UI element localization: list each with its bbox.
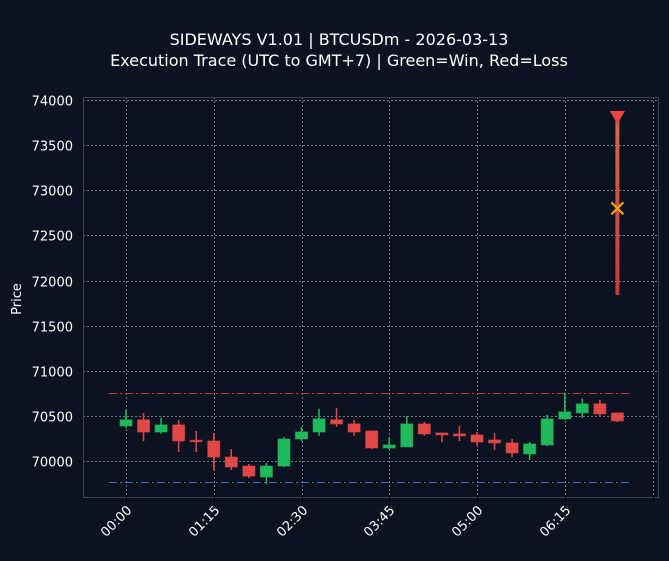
candle-bearish [172, 419, 186, 452]
candle-body [505, 442, 519, 454]
candle-bearish [505, 438, 519, 458]
candle-bearish [224, 448, 238, 471]
candle-body [452, 433, 466, 437]
candle-body [224, 456, 238, 468]
candle-body [610, 412, 624, 422]
plot-frame [83, 97, 659, 498]
y-tick-label: 70500 [32, 411, 73, 426]
chart-subtitle: Execution Trace (UTC to GMT+7) | Green=W… [110, 51, 568, 70]
candle-bearish [365, 430, 379, 449]
candle-body [575, 403, 589, 414]
y-axis-label: Price [10, 283, 25, 315]
candle-body [172, 424, 186, 442]
entry-triangle-down-icon [609, 111, 625, 125]
candle-body [347, 423, 361, 433]
candle-body [435, 432, 449, 436]
candle-bullish [119, 409, 133, 428]
candle-bearish [347, 419, 361, 436]
candle-body [189, 439, 203, 443]
candle-body [295, 431, 308, 440]
range-levels [109, 393, 632, 483]
candle-bearish [189, 430, 203, 452]
candle-body [312, 418, 326, 433]
candle-body [137, 419, 151, 433]
trade-loss [609, 111, 625, 295]
candle-bullish [540, 414, 554, 446]
candle-body [207, 440, 221, 458]
candle-bullish [277, 436, 291, 468]
y-tick-label: 73500 [32, 140, 73, 155]
y-tick-label: 74000 [32, 95, 73, 110]
candle-bearish [610, 412, 624, 422]
candle-bullish [523, 441, 537, 461]
candle-body [365, 430, 379, 449]
candle-bearish [452, 425, 466, 441]
candle-body [259, 465, 273, 478]
candle-body [470, 434, 484, 443]
y-tick-label: 72500 [32, 230, 73, 245]
exit-x-icon [610, 201, 625, 216]
candle-bearish [488, 432, 502, 450]
candle-bullish [400, 415, 414, 448]
candle-body [277, 438, 291, 467]
candle-bearish [470, 431, 484, 446]
candle-body [400, 423, 414, 448]
candle-bullish [259, 462, 273, 485]
y-tick-label: 71000 [32, 366, 73, 381]
candle-bearish [330, 407, 344, 427]
grid-lines [83, 97, 659, 497]
trade-line [615, 113, 620, 295]
trade-markers [609, 111, 625, 295]
candle-bullish [312, 408, 326, 436]
candle-body [382, 444, 396, 449]
y-axis: 70000 70500 71000 71500 72000 72500 73000 73500… [32, 95, 83, 471]
y-tick-label: 71500 [32, 321, 73, 336]
candle-body [558, 411, 572, 420]
candle-body [488, 439, 502, 444]
candle-bearish [435, 432, 449, 442]
candle-bullish [382, 436, 396, 449]
candle-bearish [242, 463, 256, 479]
candle-body [417, 423, 431, 435]
candle-bearish [137, 412, 151, 441]
candle-body [242, 465, 256, 477]
candle-body [119, 419, 133, 427]
y-tick-label: 70000 [32, 456, 73, 471]
candle-bullish [295, 426, 308, 441]
candle-bearish [417, 421, 431, 436]
candle-bullish [154, 417, 168, 434]
candle-body [593, 403, 607, 415]
y-tick-label: 72000 [32, 276, 73, 291]
candle-body [330, 419, 344, 425]
y-tick-label: 73000 [32, 185, 73, 200]
chart-title: SIDEWAYS V1.01 | BTCUSDm - 2026-03-13 [170, 30, 509, 49]
candle-bearish [207, 432, 221, 471]
candle-bearish [593, 399, 607, 417]
candle-body [540, 418, 554, 446]
candle-bullish [575, 398, 589, 418]
candle-body [154, 424, 168, 433]
candle-body [523, 443, 537, 455]
candlestick-series [119, 392, 624, 485]
candle-bullish [558, 392, 572, 420]
